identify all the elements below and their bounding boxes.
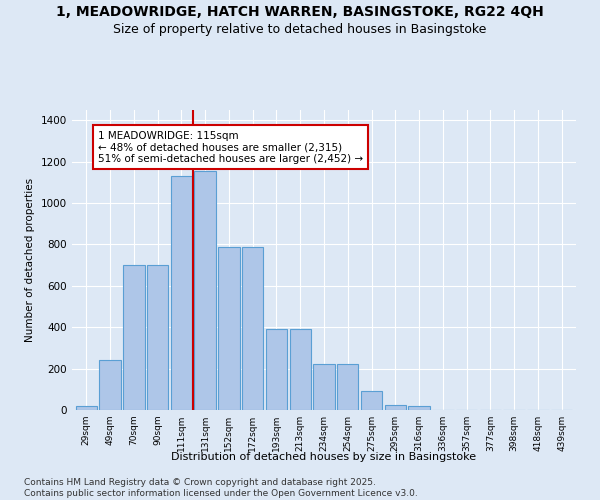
Text: 1 MEADOWRIDGE: 115sqm
← 48% of detached houses are smaller (2,315)
51% of semi-d: 1 MEADOWRIDGE: 115sqm ← 48% of detached … (98, 130, 363, 164)
Text: 1, MEADOWRIDGE, HATCH WARREN, BASINGSTOKE, RG22 4QH: 1, MEADOWRIDGE, HATCH WARREN, BASINGSTOK… (56, 5, 544, 19)
Bar (242, 246, 263, 410)
Bar (100, 360, 121, 410)
Y-axis label: Number of detached properties: Number of detached properties (25, 178, 35, 342)
Text: Contains HM Land Registry data © Crown copyright and database right 2025.
Contai: Contains HM Land Registry data © Crown c… (24, 478, 418, 498)
Bar (290, 330, 311, 410)
Bar (361, 392, 382, 410)
Text: Distribution of detached houses by size in Basingstoke: Distribution of detached houses by size … (172, 452, 476, 462)
Bar (385, 405, 406, 410)
Bar (147, 265, 168, 410)
Bar (313, 364, 335, 410)
Bar (194, 171, 216, 410)
Bar (409, 406, 430, 410)
Bar (76, 406, 97, 410)
Bar (266, 330, 287, 410)
Bar (337, 364, 358, 410)
Text: Size of property relative to detached houses in Basingstoke: Size of property relative to detached ho… (113, 22, 487, 36)
Bar (218, 246, 239, 410)
Bar (170, 176, 192, 410)
Bar (123, 265, 145, 410)
